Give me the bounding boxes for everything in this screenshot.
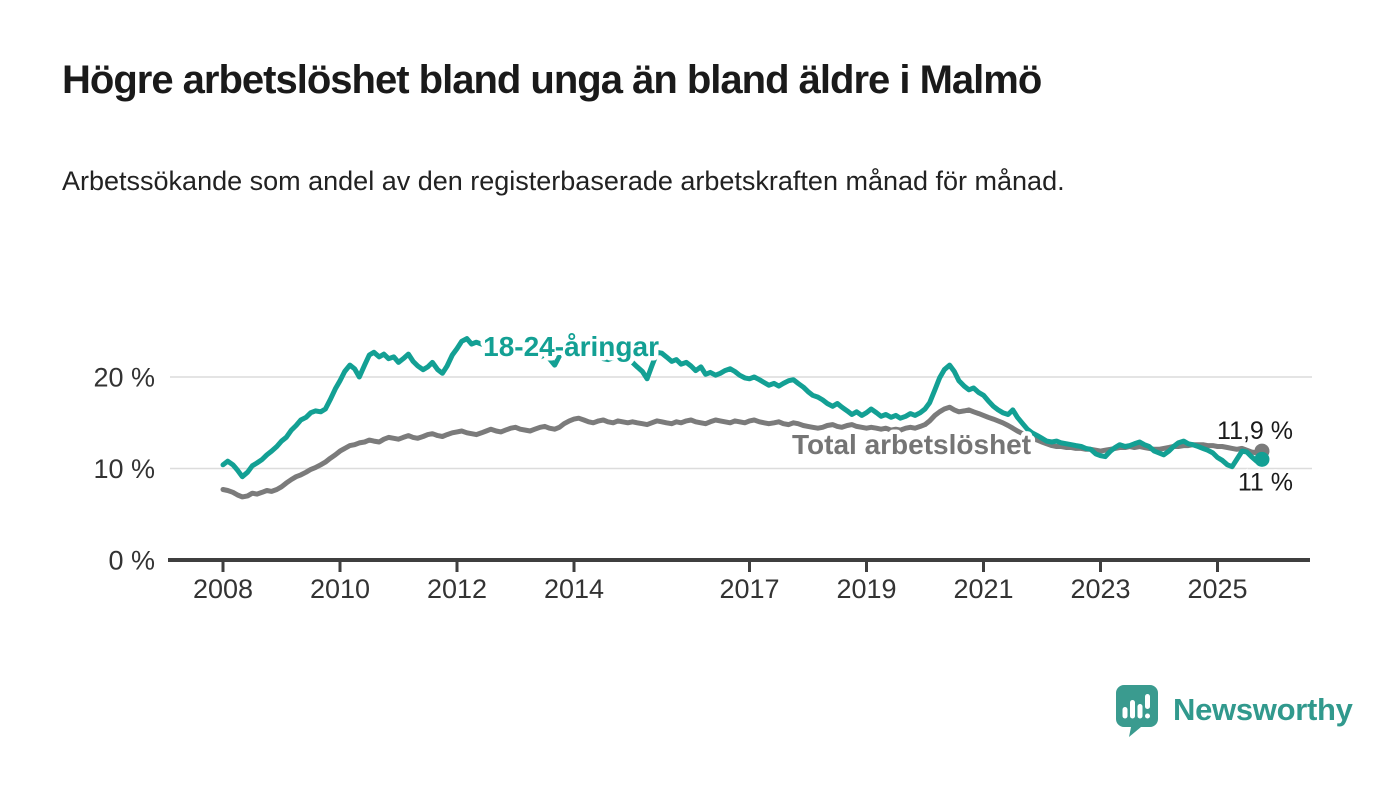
x-tick-label-2019: 2019: [836, 574, 896, 604]
y-tick-label-0: 0 %: [108, 546, 155, 576]
x-tick-label-2008: 2008: [193, 574, 253, 604]
branding: Newsworthy: [1112, 684, 1353, 737]
x-tick-label-2014: 2014: [544, 574, 604, 604]
x-tick-label-2010: 2010: [310, 574, 370, 604]
series-label: Total arbetslöshet: [792, 429, 1031, 460]
chart-subtitle: Arbetssökande som andel av den registerb…: [62, 166, 1065, 196]
x-tick-label-2023: 2023: [1070, 574, 1130, 604]
end-value-label: 11,9 %: [1217, 417, 1293, 445]
y-tick-label-20: 20 %: [93, 363, 155, 393]
series-label: 18-24-åringar: [483, 331, 659, 362]
x-tick-label-2025: 2025: [1187, 574, 1247, 604]
series-line-18-24-åringar: [220, 336, 1265, 480]
x-tick-label-2017: 2017: [719, 574, 779, 604]
x-tick-label-2021: 2021: [953, 574, 1013, 604]
x-tick-label-2012: 2012: [427, 574, 487, 604]
end-value-label: 11 %: [1238, 468, 1293, 496]
brand-name: Newsworthy: [1173, 692, 1353, 727]
series-end-dot-18-24-åringar: [1254, 451, 1270, 467]
y-tick-label-10: 10 %: [93, 454, 155, 484]
newsworthy-logo-icon: [1116, 685, 1158, 737]
page-title: Högre arbetslöshet bland unga än bland ä…: [62, 58, 1042, 102]
